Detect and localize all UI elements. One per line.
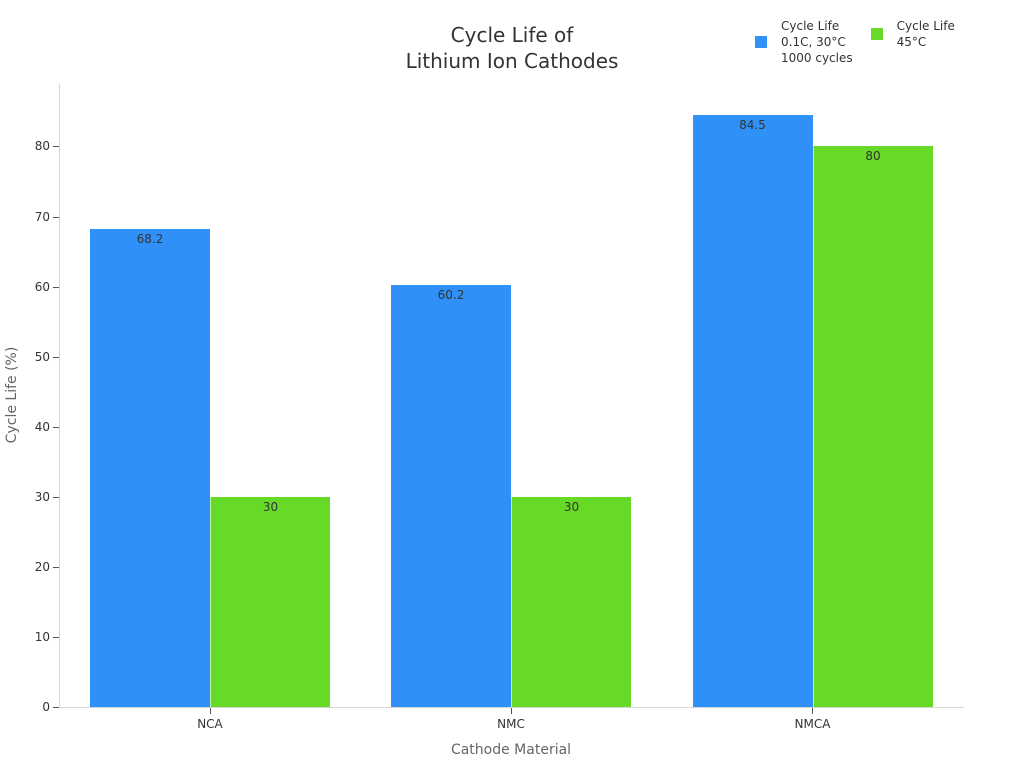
x-tick-label: NCA: [197, 717, 223, 731]
y-tick-label: 50: [34, 349, 50, 364]
y-tick-label: 30: [34, 489, 50, 504]
bar-nmc-series-2[interactable]: 30: [511, 496, 631, 707]
y-tick: 60: [0, 280, 60, 294]
chart-legend: Cycle Life 0.1C, 30°C 1000 cycles Cycle …: [755, 18, 955, 66]
y-axis-line: [59, 84, 60, 708]
y-tick: 10: [0, 630, 60, 644]
chart-title-line-2: Lithium Ion Cathodes: [405, 49, 619, 73]
y-tick-mark: [53, 426, 59, 428]
y-tick: 80: [0, 139, 60, 153]
legend-label-line: Cycle Life: [781, 19, 840, 33]
x-tick-mark: [209, 708, 211, 714]
bar-nca-series-1[interactable]: 68.2: [90, 229, 210, 707]
legend-swatch-blue: [755, 36, 767, 48]
legend-label-line: 1000 cycles: [781, 51, 853, 65]
bar-nmc-series-1[interactable]: 60.2: [391, 285, 511, 707]
legend-item-series-1[interactable]: Cycle Life 0.1C, 30°C 1000 cycles: [755, 18, 853, 66]
x-tick-label: NMCA: [794, 717, 831, 731]
x-axis-line: [59, 707, 964, 708]
x-tick-mark: [812, 708, 813, 714]
bar-nmca-series-2[interactable]: 80: [812, 146, 933, 707]
y-tick-label: 80: [34, 139, 50, 154]
y-tick-mark: [53, 707, 59, 708]
y-tick-label: 10: [34, 629, 50, 644]
legend-item-series-2[interactable]: Cycle Life 45°C: [870, 18, 955, 66]
bar-value-label: 30: [262, 499, 279, 514]
y-tick-mark: [53, 356, 59, 358]
y-tick: 70: [0, 210, 60, 224]
y-tick-label: 0: [42, 700, 50, 714]
bar-nmca-series-1[interactable]: 84.5: [692, 114, 813, 707]
y-tick: 50: [0, 350, 60, 364]
x-tick-label: NMC: [497, 717, 525, 731]
x-tick-nca: NCA: [160, 708, 260, 731]
bar-value-label: 80: [865, 149, 881, 164]
x-tick-mark: [510, 708, 512, 714]
y-tick: 30: [0, 490, 60, 504]
y-tick-label: 20: [34, 559, 50, 574]
x-tick-nmca: NMCA: [763, 708, 863, 731]
chart-title: Cycle Life of Lithium Ion Cathodes: [312, 22, 712, 74]
x-tick-nmc: NMC: [461, 708, 561, 731]
y-tick: 40: [0, 420, 60, 434]
y-tick-label: 60: [34, 279, 50, 294]
y-tick-mark: [53, 496, 59, 498]
legend-swatch-green: [870, 28, 883, 40]
y-tick-mark: [53, 216, 59, 218]
y-tick-label: 70: [34, 209, 50, 224]
bar-value-label: 60.2: [437, 288, 465, 303]
y-tick-mark: [53, 566, 59, 568]
bar-value-label: 30: [563, 499, 580, 514]
bar-value-label: 84.5: [739, 117, 766, 132]
y-tick-mark: [53, 146, 59, 148]
x-axis-label: Cathode Material: [450, 742, 572, 758]
legend-label-line: Cycle Life: [896, 19, 955, 33]
bar-value-label: 68.2: [136, 232, 164, 247]
y-tick-mark: [53, 636, 59, 638]
legend-label-line: 0.1C, 30°C: [781, 35, 846, 49]
y-tick: 0: [0, 700, 60, 714]
bar-nca-series-2[interactable]: 30: [210, 496, 330, 707]
chart-title-line-1: Cycle Life of: [450, 23, 574, 47]
y-tick: 20: [0, 560, 60, 574]
legend-label-line: 45°C: [896, 35, 927, 49]
y-tick-mark: [53, 286, 59, 288]
y-tick-label: 40: [34, 419, 50, 434]
